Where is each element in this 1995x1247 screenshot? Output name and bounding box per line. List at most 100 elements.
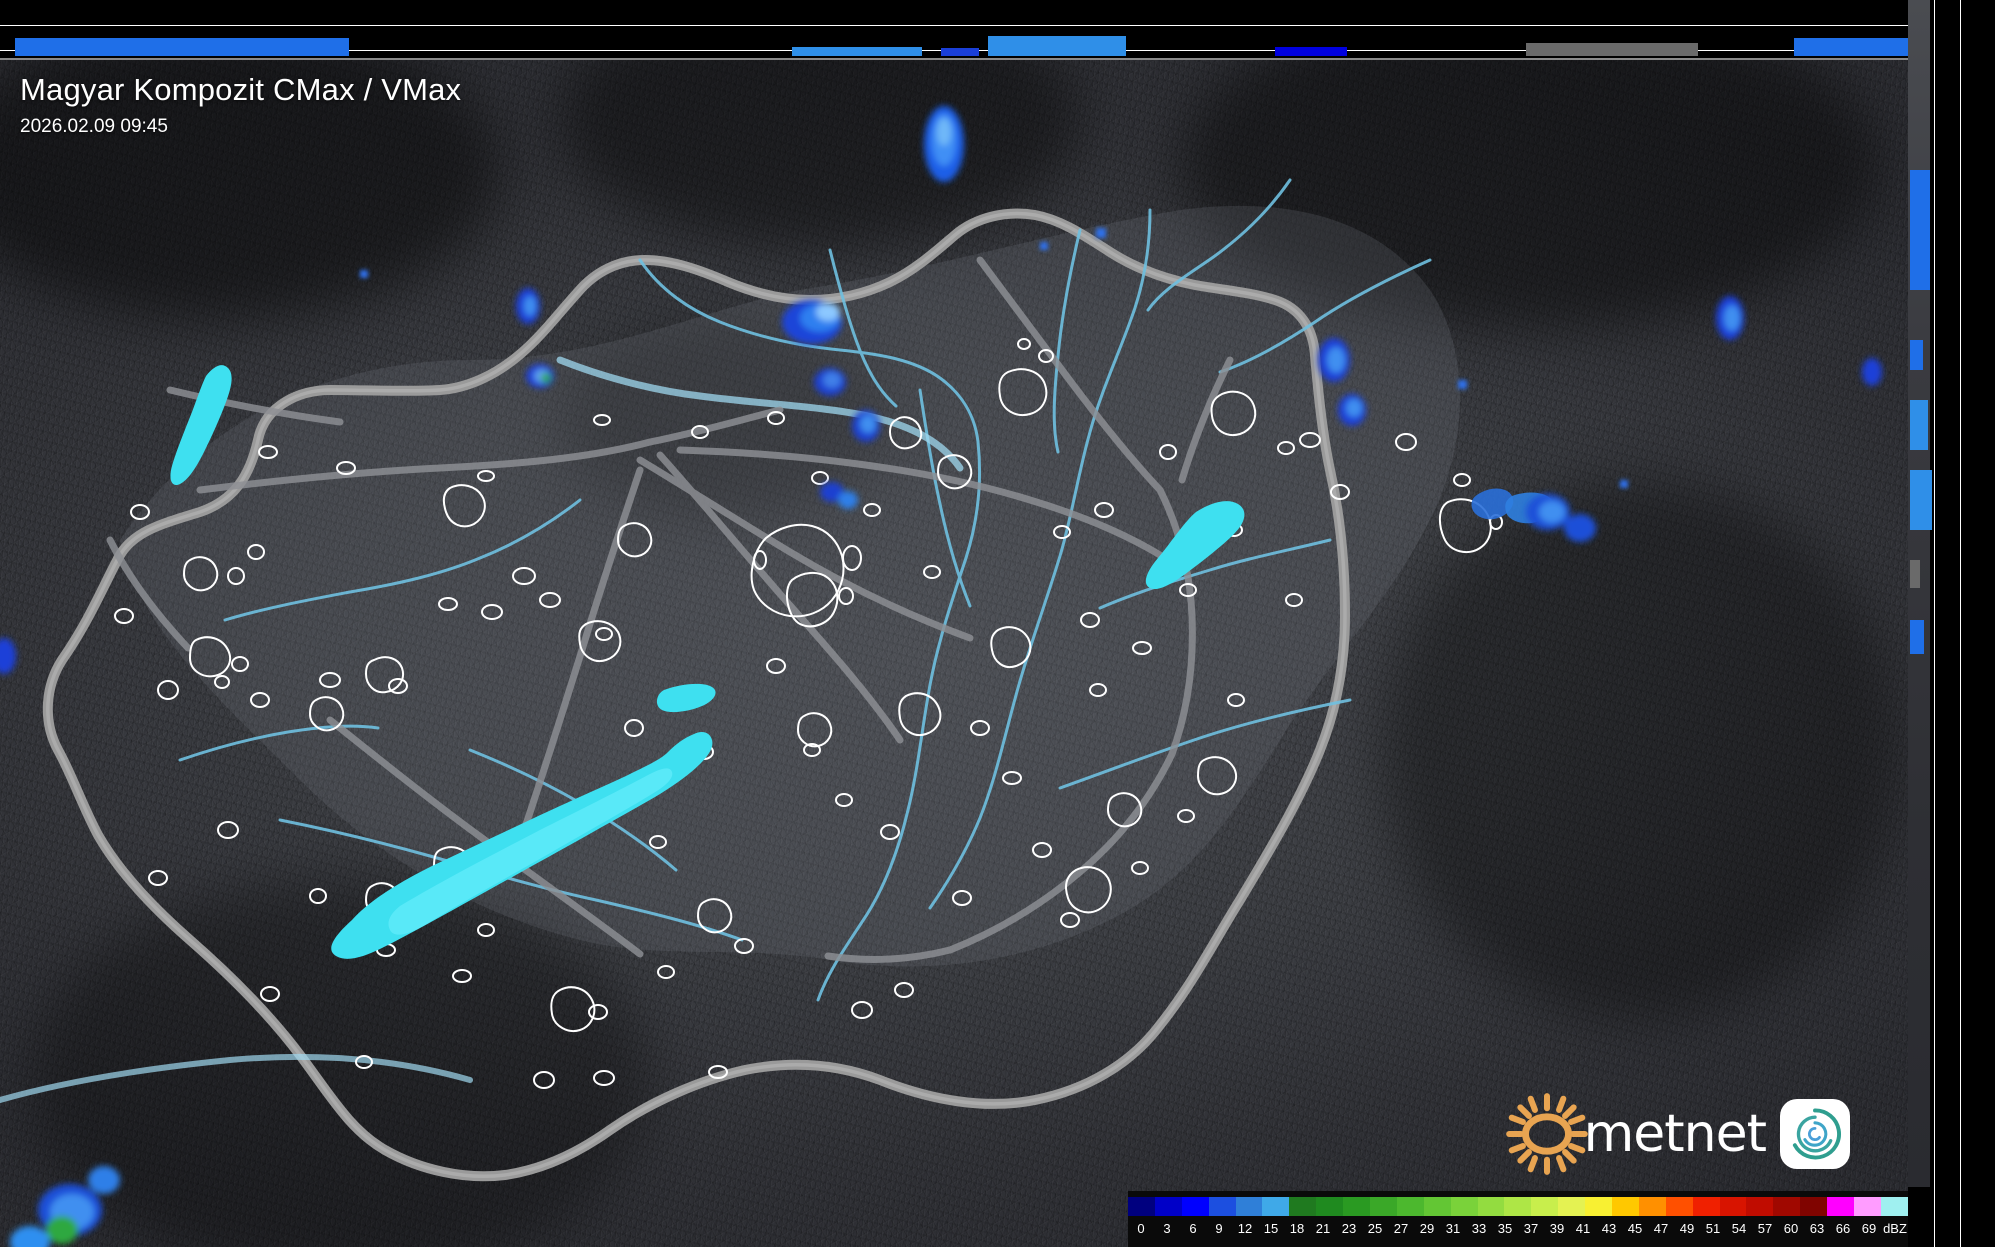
color-scale-tick: 23 (1341, 1221, 1357, 1236)
color-scale-swatch (1800, 1197, 1828, 1216)
settlement-outlines (114, 338, 1503, 1089)
sun-icon (1505, 1093, 1588, 1175)
cross-section-echo (940, 48, 979, 56)
cross-section-echo (1910, 400, 1928, 450)
dbz-color-scale: 0 3 6 9 12 15 18 21 23 25 27 29 31 33 35 37 39 41 43 45 47 49… (1128, 1191, 1908, 1247)
color-scale-tick: 63 (1809, 1221, 1825, 1236)
color-scale-tick: 29 (1419, 1221, 1435, 1236)
color-scale-tick: 33 (1471, 1221, 1487, 1236)
color-scale-swatch (1692, 1197, 1720, 1216)
cross-section-baseline (0, 58, 1908, 60)
color-scale-swatch (1773, 1197, 1801, 1216)
page-title: Magyar Kompozit CMax / VMax (20, 72, 462, 107)
color-scale-tick: 37 (1523, 1221, 1539, 1236)
lake-ferto (170, 365, 232, 486)
color-scale-tick: 47 (1653, 1221, 1669, 1236)
color-scale-swatch (1746, 1197, 1774, 1216)
color-scale-tick: 18 (1289, 1221, 1305, 1236)
radar-map[interactable]: Magyar Kompozit CMax / VMax 2026.02.09 0… (0, 60, 1908, 1247)
lake-tisza (1145, 501, 1245, 590)
metnet-app-icon[interactable] (1780, 1099, 1850, 1169)
color-scale-tick: 25 (1367, 1221, 1383, 1236)
river-network (178, 178, 1432, 1002)
color-scale-swatch (1289, 1197, 1317, 1216)
map-vector-layer (0, 106, 1882, 1247)
color-scale-tick: 57 (1757, 1221, 1773, 1236)
danube-main-river (556, 356, 964, 472)
color-scale-swatch (1235, 1197, 1263, 1216)
cross-section-echo (791, 47, 922, 56)
hungary-border-highlight (46, 211, 1347, 1179)
color-scale-tick: 39 (1549, 1221, 1565, 1236)
color-scale-swatch (1208, 1197, 1236, 1216)
color-scale-tick: 41 (1575, 1221, 1591, 1236)
color-scale-tick: 54 (1731, 1221, 1747, 1236)
color-scale-swatch (1343, 1197, 1371, 1216)
color-scale-tick: 45 (1627, 1221, 1643, 1236)
color-scale-swatch (1880, 1197, 1908, 1216)
color-scale-swatch (1396, 1197, 1424, 1216)
color-scale-swatch (1827, 1197, 1855, 1216)
color-scale-swatch (1316, 1197, 1344, 1216)
color-scale-swatch (1450, 1197, 1478, 1216)
cross-section-echo (15, 38, 350, 56)
color-scale-swatch (1477, 1197, 1505, 1216)
color-scale-swatch (1612, 1197, 1639, 1216)
color-scale-swatch (1370, 1197, 1397, 1216)
color-scale-tick: dBZ (1883, 1221, 1907, 1236)
color-scale-tick: 15 (1263, 1221, 1279, 1236)
cross-section-echo (1910, 170, 1930, 290)
color-scale-tick: 69 (1861, 1221, 1877, 1236)
vmax-horizontal-cross-section-panel (1908, 0, 1995, 1247)
color-scale-tick: 31 (1445, 1221, 1461, 1236)
color-scale-tick: 60 (1783, 1221, 1799, 1236)
color-scale-swatch (1585, 1197, 1613, 1216)
terrain-edge-sliver (1908, 0, 1930, 1187)
color-scale-tick: 35 (1497, 1221, 1513, 1236)
danube-southwest-branch (0, 1053, 473, 1103)
lake-balaton-sheen (388, 768, 673, 935)
cmax-vertical-cross-section-panel (0, 0, 1943, 60)
lake-east-small (1471, 488, 1514, 520)
cross-section-echo (1910, 560, 1920, 588)
color-scale-swatch (1854, 1197, 1881, 1216)
color-scale-swatch (1423, 1197, 1451, 1216)
color-scale-swatch (1719, 1197, 1747, 1216)
metnet-wordmark: metnet (1504, 1091, 1767, 1177)
radar-echo-pixels (360, 228, 1628, 488)
cross-section-gridline (1934, 0, 1935, 1247)
cross-section-gridline (1960, 0, 1961, 1247)
color-scale-tick: 51 (1705, 1221, 1721, 1236)
color-scale-swatch (1181, 1197, 1209, 1216)
cross-section-echo (1274, 47, 1348, 56)
color-scale-gradient (1128, 1197, 1908, 1216)
cross-section-echo (1793, 38, 1943, 56)
color-scale-tick: 3 (1163, 1221, 1171, 1236)
color-scale-swatch (1154, 1197, 1182, 1216)
color-scale-swatch (1531, 1197, 1559, 1216)
color-scale-tick: 21 (1315, 1221, 1331, 1236)
metnet-spiral-icon (1792, 1108, 1841, 1160)
cross-section-gridline (0, 25, 1908, 26)
color-scale-swatch (1558, 1197, 1586, 1216)
cross-section-echo (1910, 340, 1923, 370)
color-scale-tick: 27 (1393, 1221, 1409, 1236)
title-overlay: Magyar Kompozit CMax / VMax 2026.02.09 0… (20, 72, 462, 138)
color-scale-tick: 66 (1835, 1221, 1851, 1236)
color-scale-swatch (1128, 1197, 1155, 1216)
radar-echo-layer (0, 106, 1882, 1247)
color-scale-tick: 9 (1215, 1221, 1223, 1236)
metnet-label: metnet (1583, 1104, 1767, 1164)
color-scale-swatch (1504, 1197, 1532, 1216)
metnet-branding[interactable]: metnet (1504, 1091, 1850, 1177)
color-scale-tick-labels: 0 3 6 9 12 15 18 21 23 25 27 29 31 33 35 37 39 41 43 45 47 49… (1128, 1218, 1908, 1242)
cross-section-echo (1910, 620, 1924, 654)
color-scale-tick: 49 (1679, 1221, 1695, 1236)
timestamp-label: 2026.02.09 09:45 (20, 115, 168, 137)
cross-section-echo (988, 36, 1126, 56)
color-scale-tick: 0 (1137, 1221, 1145, 1236)
color-scale-swatch (1262, 1197, 1290, 1216)
color-scale-tick: 12 (1237, 1221, 1253, 1236)
color-scale-swatch (1638, 1197, 1666, 1216)
